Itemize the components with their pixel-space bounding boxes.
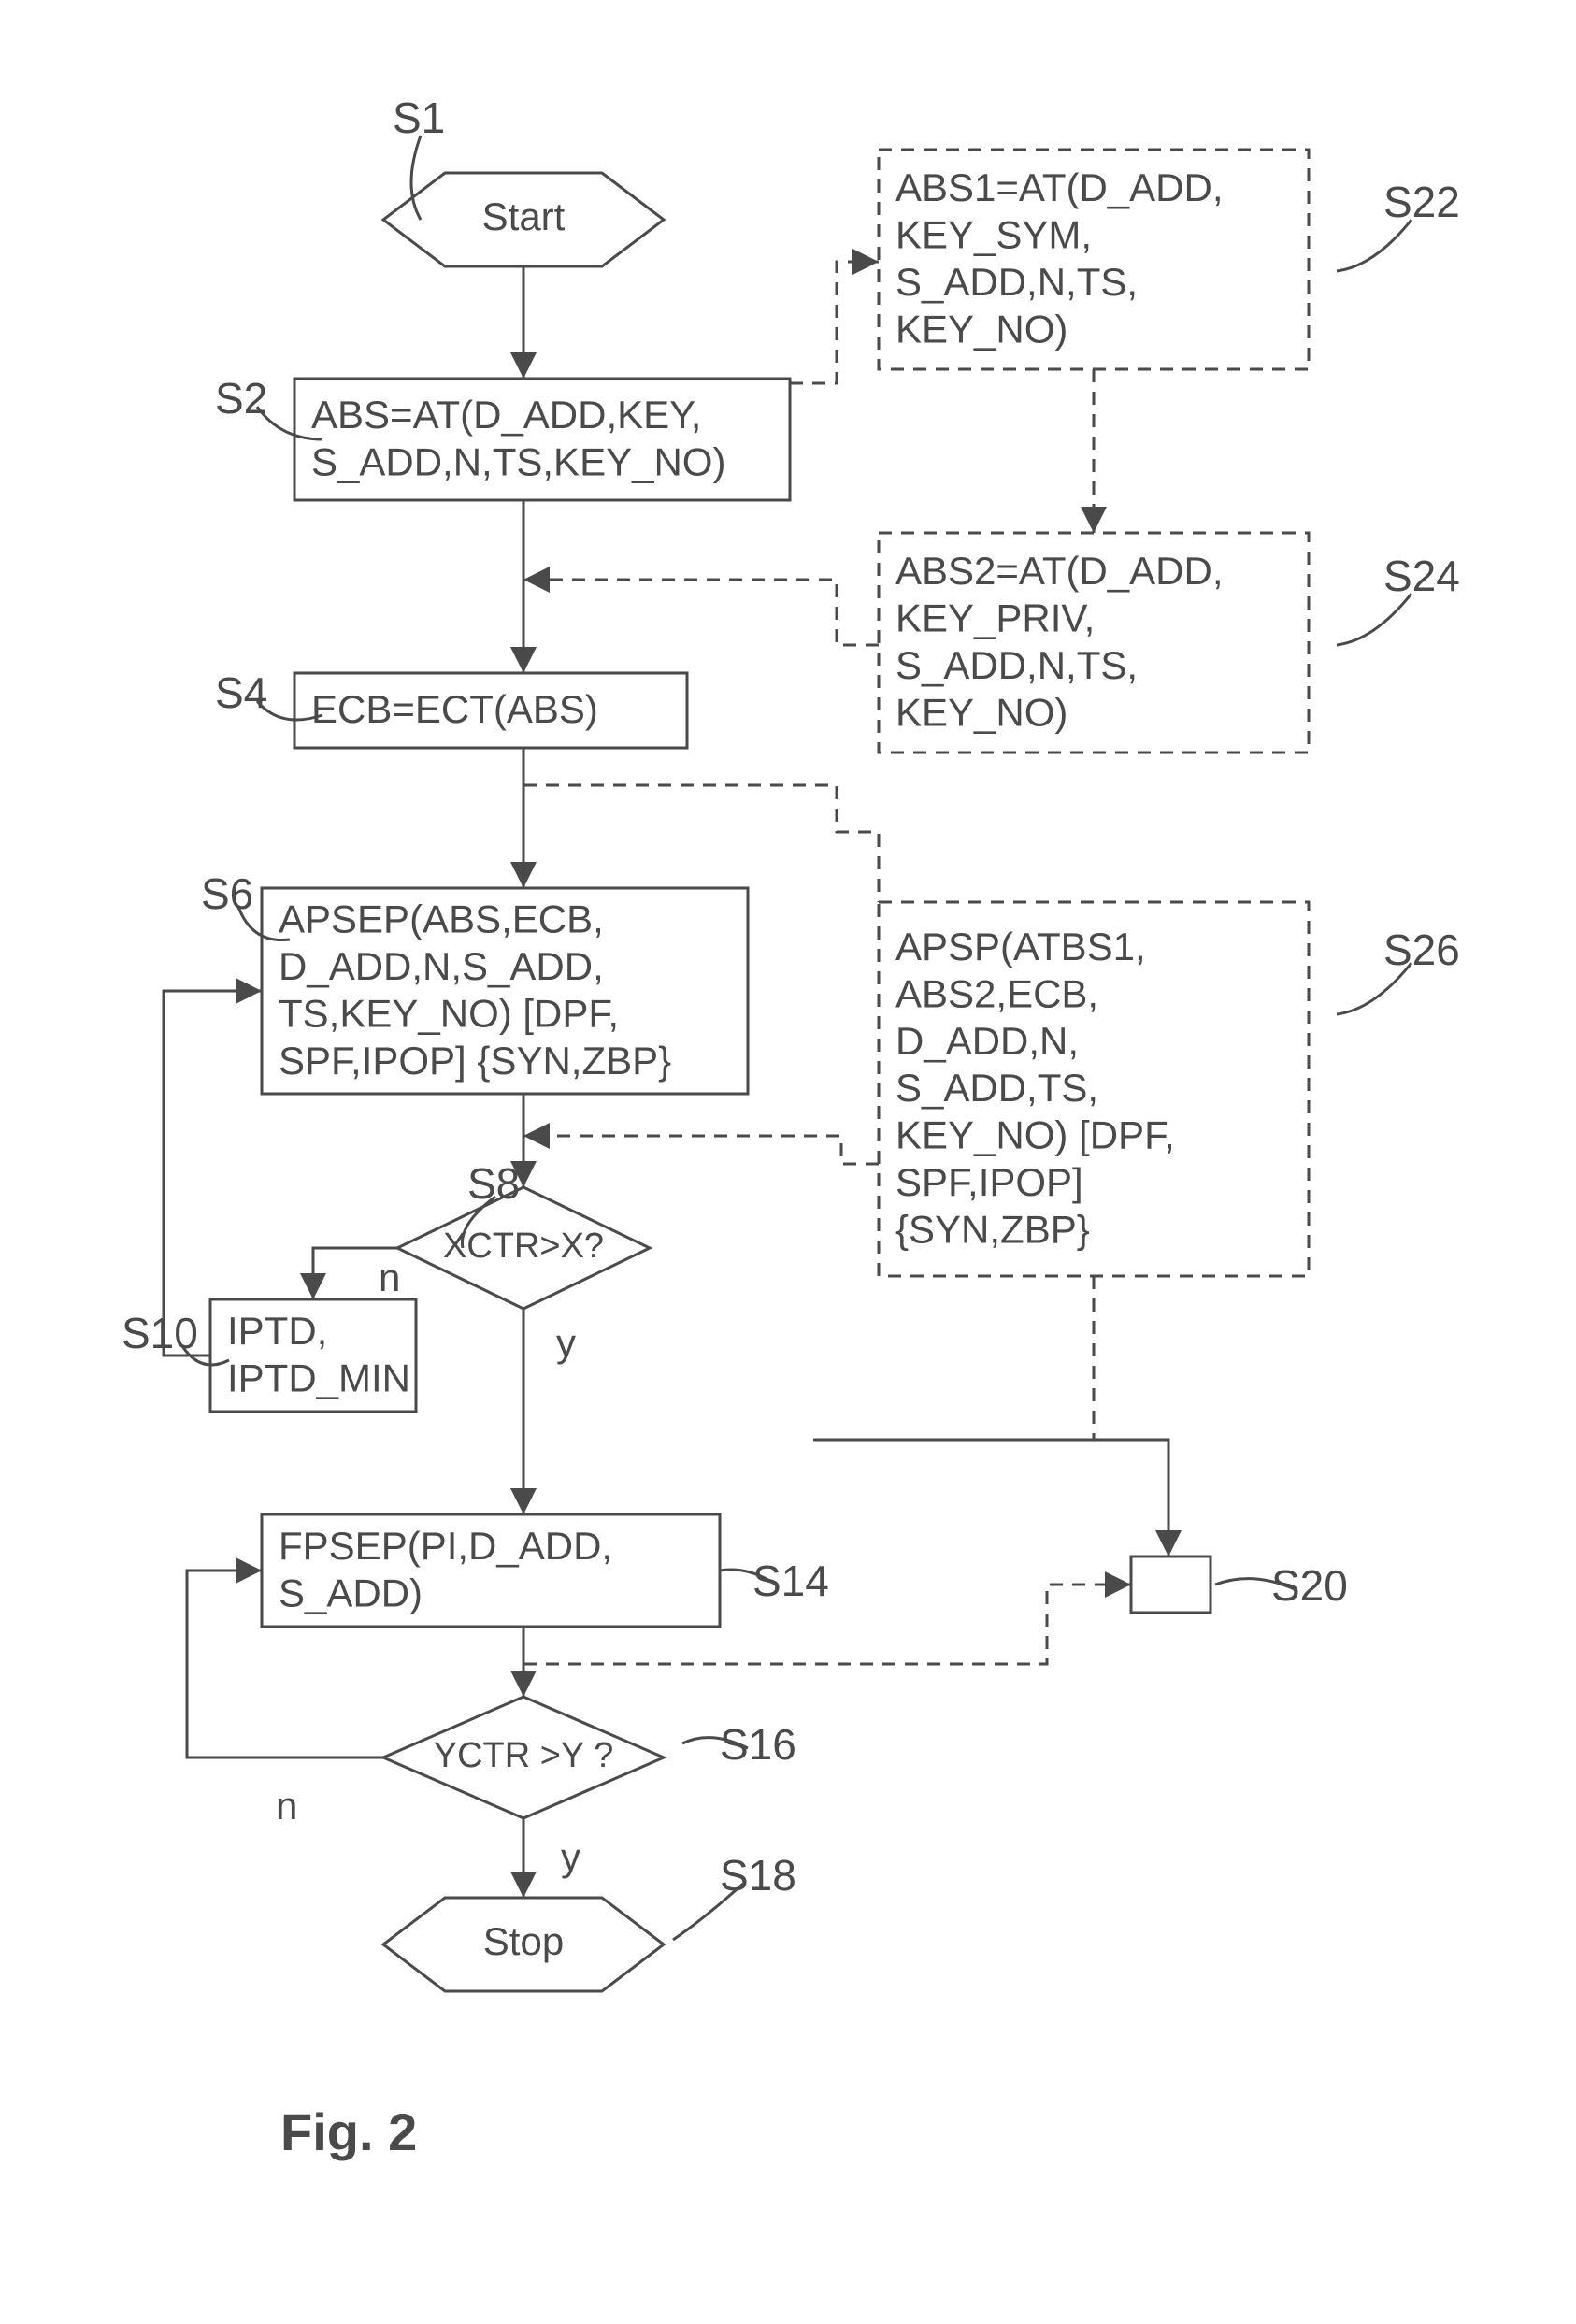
arrowhead bbox=[1081, 507, 1107, 533]
arrowhead bbox=[236, 1557, 262, 1584]
node-s26-line6: {SYN,ZBP} bbox=[895, 1207, 1090, 1251]
step-label-S10: S10 bbox=[122, 1309, 198, 1357]
connector-s2-s22 bbox=[790, 262, 879, 383]
step-label-S16: S16 bbox=[720, 1720, 796, 1769]
connector-s26-s8 bbox=[523, 1136, 879, 1164]
arrowhead bbox=[523, 567, 550, 593]
step-label-S24: S24 bbox=[1383, 552, 1460, 600]
node-s26-line4: KEY_NO) [DPF, bbox=[895, 1113, 1175, 1157]
connector-s24-s4r bbox=[523, 580, 879, 645]
node-s22-line0: ABS1=AT(D_ADD, bbox=[895, 165, 1224, 209]
leader-S22 bbox=[1337, 220, 1411, 271]
step-label-S22: S22 bbox=[1383, 178, 1460, 226]
node-s10-line0: IPTD, bbox=[227, 1309, 327, 1353]
node-s22-line3: KEY_NO) bbox=[895, 307, 1067, 351]
step-label-S20: S20 bbox=[1271, 1561, 1348, 1610]
node-s26-line1: ABS2,ECB, bbox=[895, 971, 1098, 1015]
branch-label-s8_y: y bbox=[556, 1321, 576, 1365]
arrowhead bbox=[300, 1273, 326, 1299]
node-s24-line3: KEY_NO) bbox=[895, 690, 1067, 734]
arrowhead bbox=[510, 1671, 537, 1697]
node-s24-line1: KEY_PRIV, bbox=[895, 595, 1095, 639]
node-s26-line0: APSP(ATBS1, bbox=[895, 925, 1146, 968]
node-start-text: Start bbox=[482, 194, 566, 238]
branch-label-s16_n: n bbox=[276, 1784, 297, 1828]
arrowhead bbox=[236, 978, 262, 1004]
node-s16-text: YCTR >Y ? bbox=[434, 1736, 614, 1775]
node-s22-line2: S_ADD,N,TS, bbox=[895, 260, 1138, 304]
arrowhead bbox=[510, 1872, 537, 1898]
figure-caption: Fig. 2 bbox=[280, 2102, 417, 2161]
node-s6-line3: SPF,IPOP] {SYN,ZBP} bbox=[279, 1039, 671, 1083]
node-stop-text: Stop bbox=[483, 1919, 564, 1963]
step-label-S2: S2 bbox=[215, 374, 267, 423]
arrowhead bbox=[510, 647, 537, 673]
step-label-S8: S8 bbox=[467, 1159, 520, 1208]
arrowhead bbox=[852, 249, 879, 275]
node-s6-line2: TS,KEY_NO) [DPF, bbox=[279, 991, 619, 1035]
node-s2-line1: S_ADD,N,TS,KEY_NO) bbox=[311, 439, 725, 483]
arrowhead bbox=[1155, 1530, 1182, 1557]
node-s8-text: XCTR>X? bbox=[443, 1227, 604, 1266]
connector-join-s20 bbox=[813, 1440, 1168, 1557]
step-label-S18: S18 bbox=[720, 1851, 796, 1900]
step-label-S1: S1 bbox=[393, 93, 445, 142]
step-label-S6: S6 bbox=[201, 869, 253, 918]
arrowhead bbox=[510, 862, 537, 888]
connector-s26-down bbox=[813, 1276, 1094, 1440]
node-s14-line1: S_ADD) bbox=[279, 1571, 423, 1614]
node-s24-line0: ABS2=AT(D_ADD, bbox=[895, 549, 1224, 593]
branch-label-s16_y: y bbox=[561, 1835, 580, 1879]
node-s6-line1: D_ADD,N,S_ADD, bbox=[279, 944, 604, 988]
node-s20 bbox=[1131, 1557, 1211, 1613]
step-label-S26: S26 bbox=[1383, 925, 1460, 974]
arrowhead bbox=[1105, 1571, 1131, 1598]
step-label-S4: S4 bbox=[215, 668, 267, 717]
node-s22-line1: KEY_SYM, bbox=[895, 212, 1092, 256]
leader-S1 bbox=[411, 136, 421, 220]
node-s6-line0: APSEP(ABS,ECB, bbox=[279, 897, 604, 941]
node-s26-line3: S_ADD,TS, bbox=[895, 1066, 1098, 1110]
node-s26-line2: D_ADD,N, bbox=[895, 1019, 1079, 1063]
node-s24-line2: S_ADD,N,TS, bbox=[895, 643, 1138, 687]
arrowhead bbox=[523, 1123, 550, 1149]
leader-S24 bbox=[1337, 594, 1411, 645]
node-s14-line0: FPSEP(PI,D_ADD, bbox=[279, 1524, 612, 1568]
step-label-S14: S14 bbox=[752, 1557, 829, 1605]
connector-s4r-s26 bbox=[523, 785, 879, 902]
arrowhead bbox=[510, 352, 537, 379]
node-s4-line0: ECB=ECT(ABS) bbox=[311, 687, 598, 731]
node-s10-line1: IPTD_MIN bbox=[227, 1356, 410, 1399]
branch-label-s8_n: n bbox=[379, 1255, 400, 1299]
node-s26-line5: SPF,IPOP] bbox=[895, 1160, 1083, 1204]
arrowhead bbox=[510, 1488, 537, 1514]
node-s2-line0: ABS=AT(D_ADD,KEY, bbox=[311, 393, 701, 437]
